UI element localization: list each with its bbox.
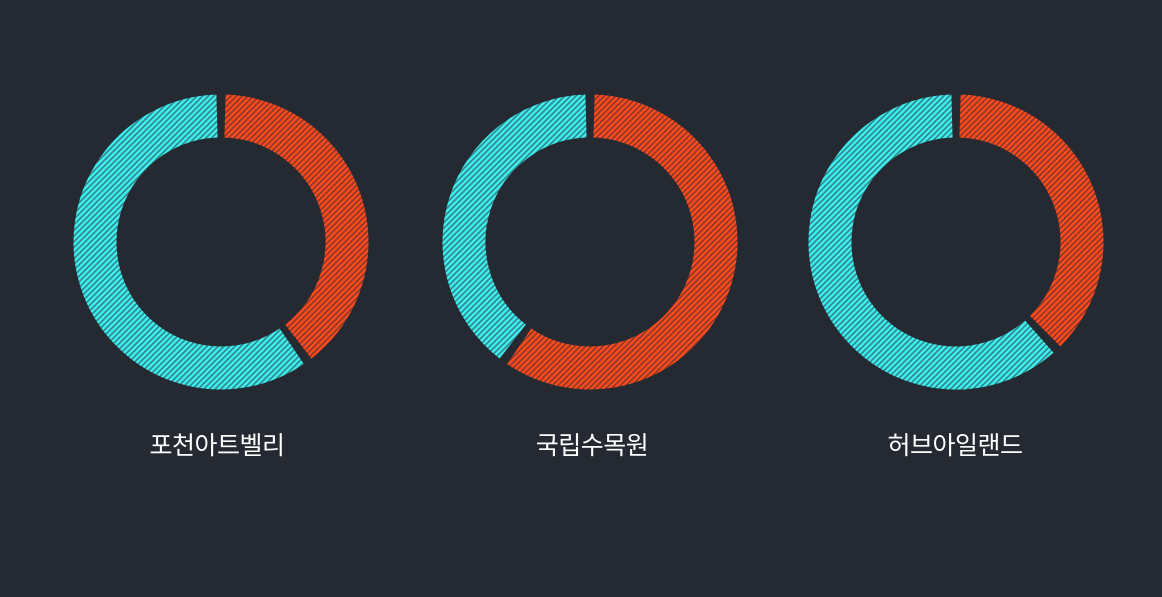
chart-label-pocheon-art-valley: 포천아트벨리 bbox=[149, 431, 285, 460]
donut-1-slice-1 bbox=[223, 93, 370, 360]
donut-3-slice-1 bbox=[958, 93, 1105, 348]
donut-2-slice-1 bbox=[505, 93, 739, 391]
donut-3-slice-2 bbox=[807, 93, 1055, 391]
donut-chart-1 bbox=[72, 93, 370, 391]
chart-label-national-arboretum: 국립수목원 bbox=[535, 431, 649, 460]
chart-label-herb-island: 허브아일랜드 bbox=[887, 431, 1023, 460]
donut-chart-2 bbox=[441, 93, 739, 391]
donut-1-slice-2 bbox=[72, 93, 306, 391]
donut-2-slice-2 bbox=[441, 93, 588, 360]
donut-chart-3 bbox=[807, 93, 1105, 391]
